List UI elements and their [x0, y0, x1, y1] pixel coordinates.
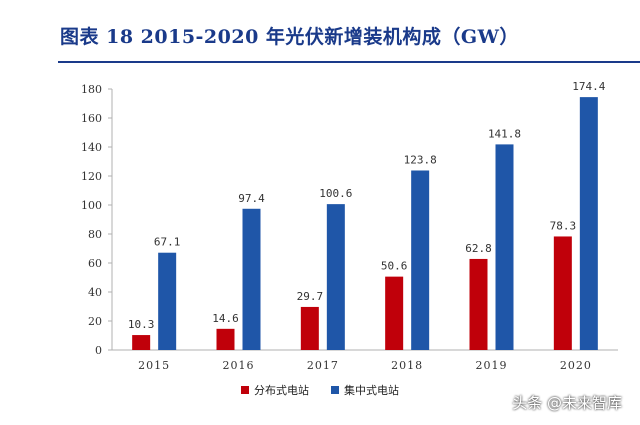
bar-distributed — [216, 328, 235, 350]
bar-centralized — [411, 170, 430, 350]
y-tick-label: 0 — [95, 344, 102, 357]
y-tick-label: 20 — [88, 315, 102, 328]
bar-centralized — [579, 97, 598, 351]
y-tick-label: 180 — [81, 83, 102, 96]
data-label-distributed: 62.8 — [465, 242, 492, 255]
bar-distributed — [553, 236, 572, 350]
x-tick-label: 2016 — [223, 359, 255, 372]
data-label-centralized: 123.8 — [404, 153, 437, 166]
legend-label-distributed: 分布式电站 — [254, 384, 309, 397]
legend-item-centralized: 集中式电站 — [331, 382, 399, 398]
data-label-centralized: 141.8 — [488, 127, 521, 140]
x-axis: 2015 2016 2017 2018 2019 2020 — [112, 349, 618, 372]
legend: 分布式电站 集中式电站 — [0, 382, 640, 398]
title-underline — [58, 61, 640, 63]
x-tick-label: 2017 — [307, 359, 339, 372]
data-label-distributed: 78.3 — [550, 219, 577, 232]
watermark: 头条 @未来智库 — [512, 394, 622, 412]
data-labels-group: 10.3 14.6 29.7 50.6 62.8 78.3 67.1 97.4 100.6 123… — [128, 80, 606, 331]
data-label-centralized: 100.6 — [319, 187, 352, 200]
y-tick-label: 60 — [88, 257, 102, 270]
bar-centralized — [158, 252, 177, 350]
data-label-centralized: 174.4 — [572, 80, 605, 93]
bar-distributed — [385, 276, 404, 350]
y-tick-label: 120 — [81, 170, 102, 183]
bar-centralized — [495, 144, 514, 350]
x-tick-label: 2019 — [476, 359, 508, 372]
y-tick-label: 160 — [81, 112, 102, 125]
legend-swatch-centralized — [331, 386, 339, 394]
y-tick-label: 80 — [88, 228, 102, 241]
data-label-centralized: 67.1 — [154, 236, 181, 249]
x-tick-label: 2018 — [391, 359, 423, 372]
bar-distributed — [300, 306, 319, 350]
bar-distributed — [132, 335, 151, 350]
bars-group — [132, 97, 598, 351]
y-tick-label: 100 — [81, 199, 102, 212]
data-label-distributed: 14.6 — [212, 312, 239, 325]
y-tick-label: 140 — [81, 141, 102, 154]
y-axis: 0 20 40 60 80 100 120 140 160 180 — [81, 83, 113, 357]
legend-item-distributed: 分布式电站 — [241, 382, 309, 398]
y-tick-label: 40 — [88, 286, 102, 299]
bar-centralized — [242, 208, 261, 350]
legend-label-centralized: 集中式电站 — [344, 384, 399, 397]
figure-title: 图表 18 2015-2020 年光伏新增装机构成（GW） — [60, 26, 519, 48]
data-label-distributed: 10.3 — [128, 318, 155, 331]
bar-distributed — [469, 258, 488, 350]
x-tick-label: 2020 — [560, 359, 592, 372]
bar-centralized — [326, 204, 345, 350]
x-tick-label: 2015 — [138, 359, 170, 372]
data-label-centralized: 97.4 — [238, 192, 265, 205]
data-label-distributed: 50.6 — [381, 260, 408, 273]
legend-swatch-distributed — [241, 386, 249, 394]
data-label-distributed: 29.7 — [297, 290, 324, 303]
